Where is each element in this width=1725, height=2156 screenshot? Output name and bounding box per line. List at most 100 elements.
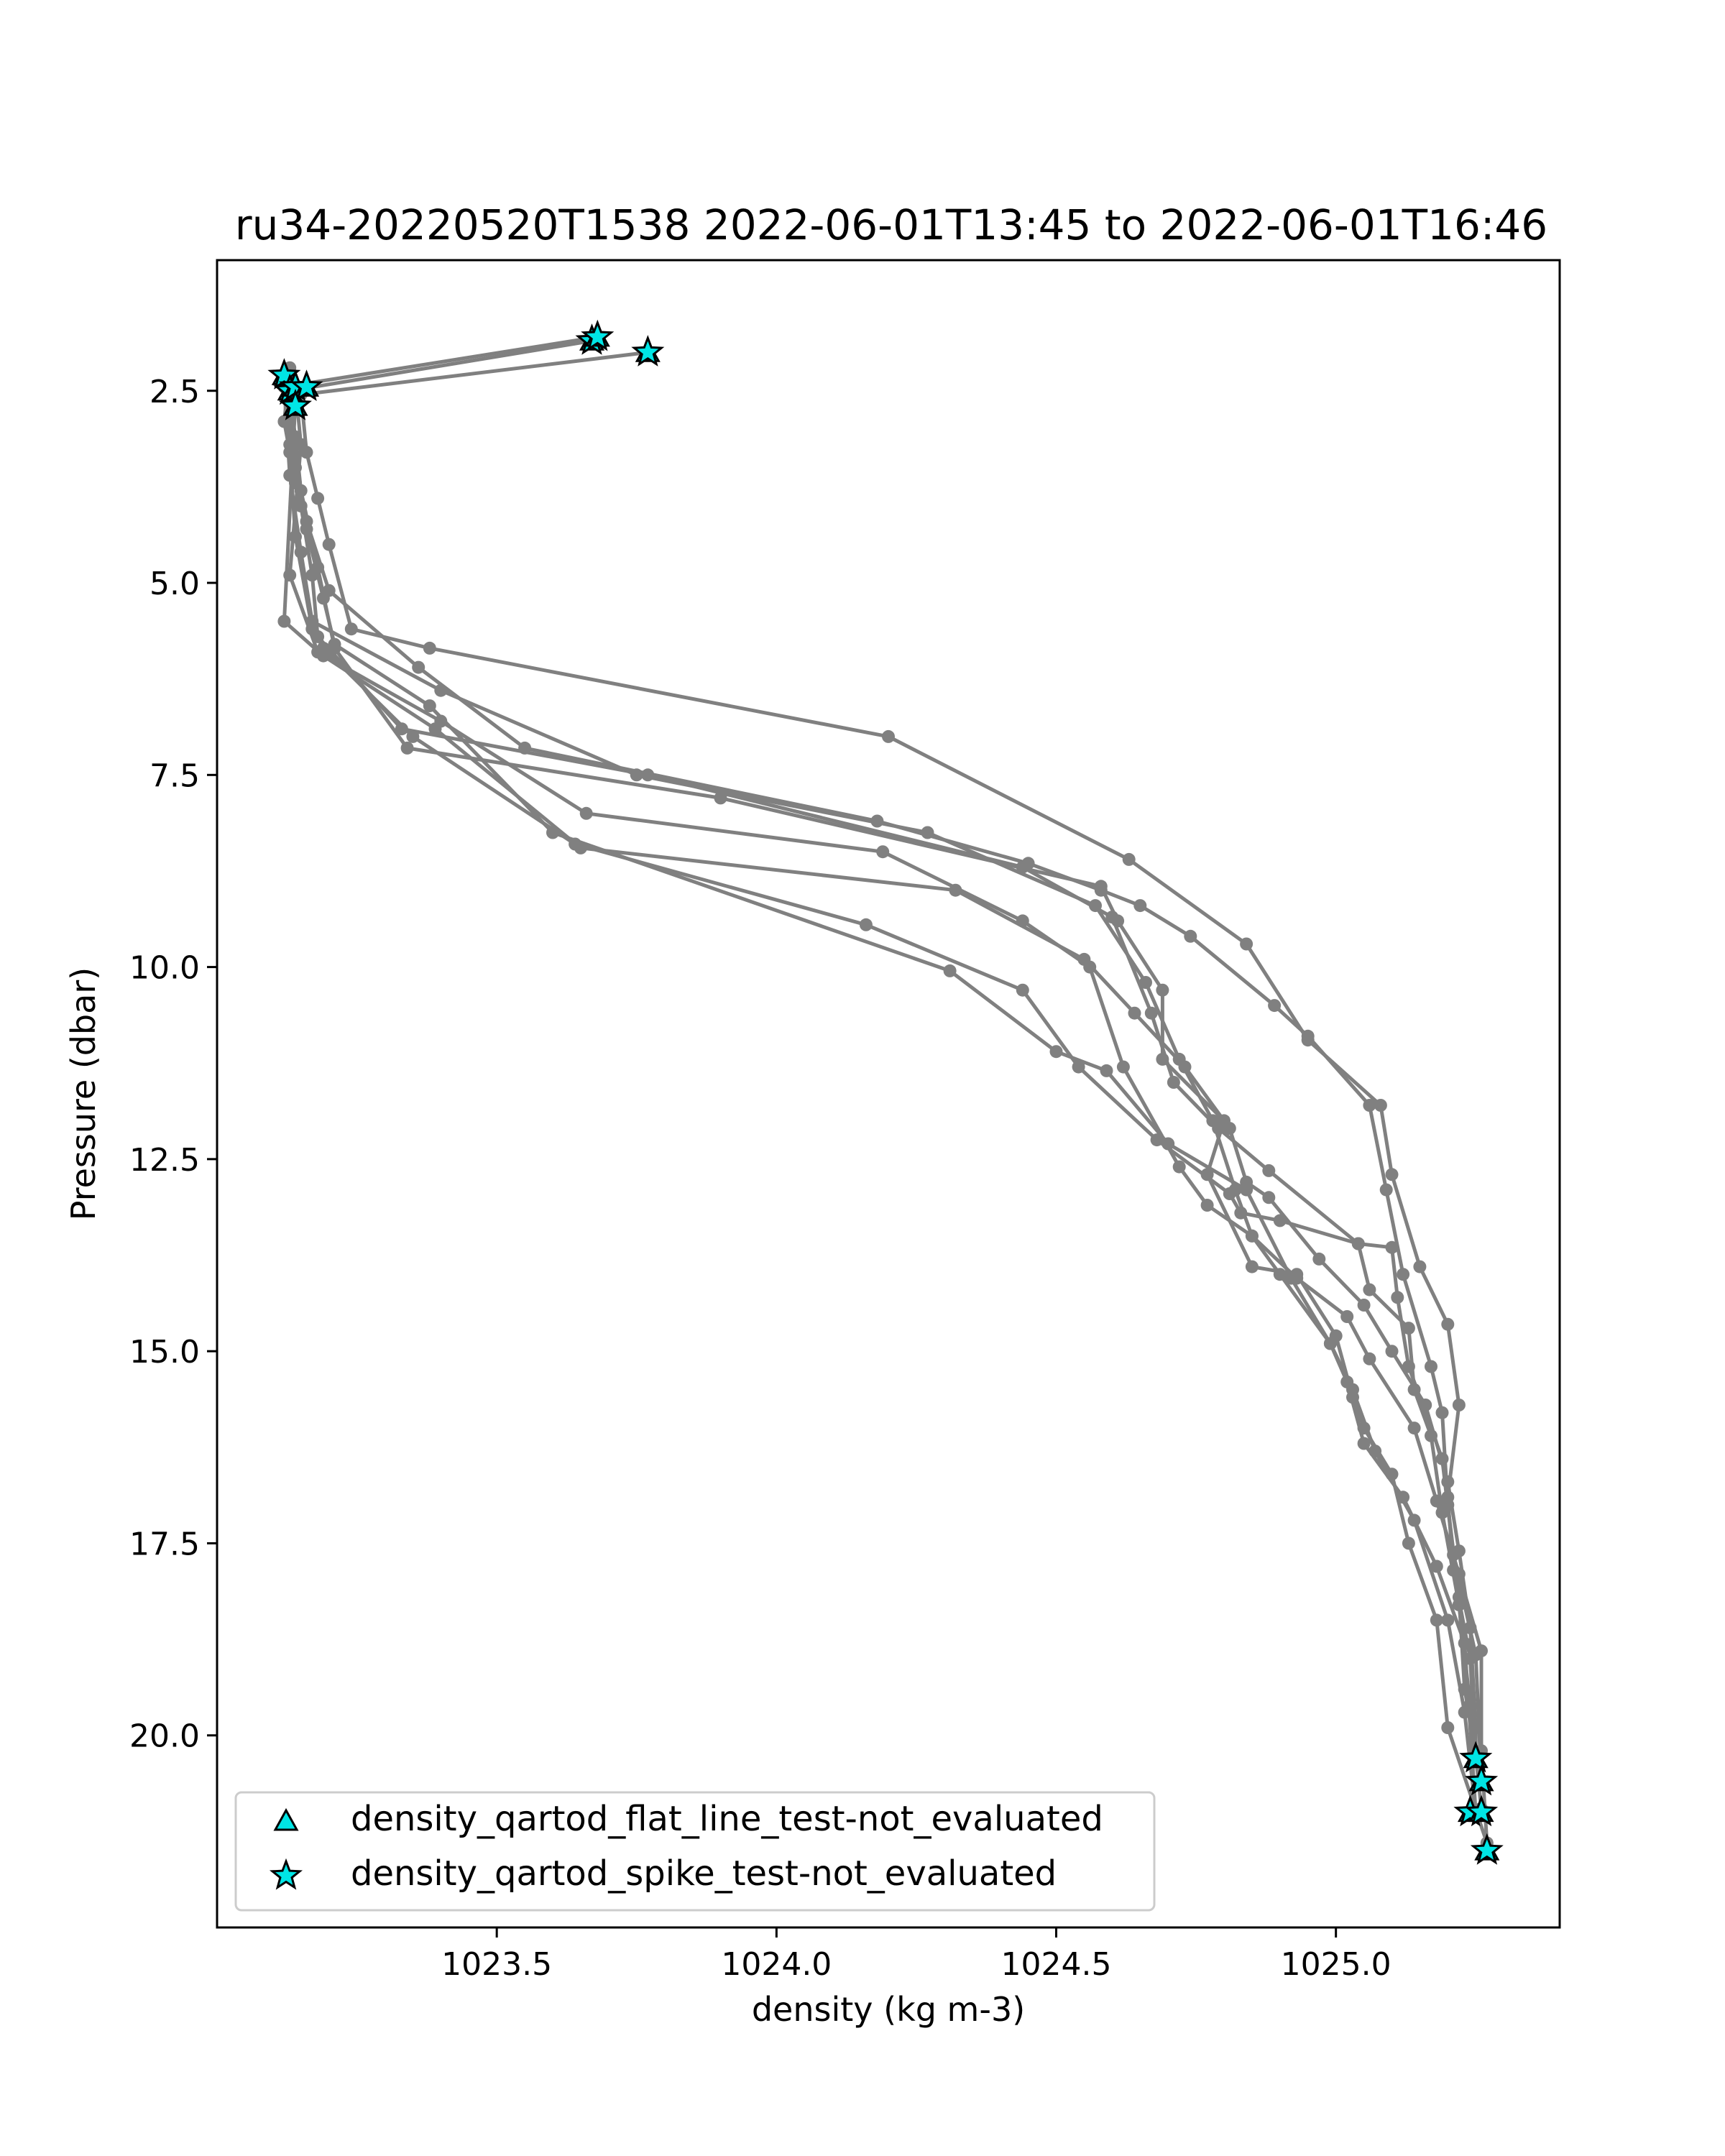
- profile-point: [316, 649, 330, 663]
- profile-point: [1379, 1183, 1393, 1197]
- profile-point: [412, 660, 426, 674]
- profile-point: [859, 918, 873, 931]
- profile-point: [1240, 1175, 1254, 1189]
- profile-point: [1223, 1122, 1236, 1135]
- flagged-markers: [267, 319, 1504, 1865]
- profile-point: [1419, 1399, 1432, 1411]
- profile-point: [1458, 1636, 1471, 1650]
- profile-point: [1156, 1052, 1169, 1066]
- profile-point: [1139, 976, 1152, 989]
- profile-point: [1385, 1345, 1399, 1358]
- profile-point: [921, 826, 934, 839]
- profile-point: [1430, 1613, 1443, 1627]
- profile-point: [311, 492, 325, 505]
- profile-point: [428, 722, 442, 736]
- profile-point: [1133, 899, 1147, 913]
- profile-point: [1172, 1160, 1186, 1174]
- profile-point: [344, 622, 358, 636]
- profile-point: [943, 964, 957, 977]
- plot-frame: [216, 259, 1561, 1929]
- profile-line-5: [288, 398, 1489, 1844]
- spike-marker: [278, 388, 313, 420]
- chart-title: ru34-20220520T1538 2022-06-01T13:45 to 2…: [235, 201, 1547, 249]
- spike-marker: [1464, 1764, 1499, 1796]
- profile-point: [1430, 1560, 1443, 1573]
- profile-point: [1077, 952, 1091, 966]
- legend: density_qartod_flat_line_test-not_evalua…: [234, 1791, 1156, 1912]
- x-axis-label: density (kg m-3): [752, 1990, 1025, 2029]
- profile-point: [423, 641, 436, 655]
- profile-point: [1100, 1064, 1113, 1077]
- profile-point: [1340, 1310, 1354, 1323]
- profile-point: [1441, 1317, 1455, 1331]
- profile-point: [1357, 1299, 1371, 1312]
- profile-point: [1262, 1164, 1276, 1177]
- profile-point: [1340, 1375, 1354, 1388]
- profile-point: [1122, 852, 1136, 866]
- profile-point: [1475, 1644, 1488, 1658]
- y-axis-label: Pressure (dbar): [64, 967, 103, 1220]
- profile-point: [400, 741, 414, 755]
- profile-point: [1374, 1099, 1387, 1112]
- profile-point: [1441, 1721, 1455, 1734]
- profile-point: [1402, 1537, 1415, 1550]
- profile-point: [1156, 983, 1169, 997]
- profile-line-2: [288, 338, 1484, 1782]
- y-axis: 2.5 5.0 7.5 10.0 12.5 15.0 17.5 20.0: [129, 374, 217, 1755]
- profile-point: [1184, 929, 1197, 943]
- profile-point: [1245, 1260, 1259, 1273]
- y-tick-label: 10.0: [129, 950, 200, 987]
- profile-point: [1301, 1029, 1315, 1043]
- profile-point: [294, 438, 308, 451]
- profile-point: [1262, 1191, 1276, 1204]
- profile-point: [1312, 1252, 1326, 1266]
- spike-marker: [1470, 1833, 1504, 1865]
- profile-point: [300, 522, 313, 536]
- profile-point: [1094, 880, 1108, 893]
- profile-point: [1290, 1271, 1304, 1285]
- profile-line-6: [282, 367, 1478, 1812]
- profile-point: [1441, 1475, 1455, 1488]
- y-tick-label: 17.5: [129, 1526, 200, 1562]
- profile-point: [1413, 1260, 1427, 1273]
- profile-line-4: [282, 374, 1484, 1809]
- legend-star-marker: [269, 1858, 303, 1890]
- profile-point: [1072, 1060, 1085, 1074]
- y-tick-label: 12.5: [129, 1142, 200, 1179]
- profile-line-7: [288, 390, 1484, 1782]
- profile-point: [1425, 1360, 1438, 1373]
- profile-point: [1351, 1237, 1365, 1250]
- profile-point: [1116, 1060, 1130, 1074]
- x-tick-label: 1024.0: [721, 1946, 832, 1983]
- profile-point: [1463, 1621, 1477, 1634]
- profile-point: [1385, 1168, 1399, 1181]
- profile-point: [579, 806, 593, 820]
- profile-point: [1016, 983, 1029, 997]
- profile-point: [1150, 1133, 1164, 1147]
- spike-marker: [1464, 1795, 1499, 1827]
- profile-point: [423, 699, 436, 713]
- profile-point: [1385, 1240, 1399, 1254]
- profile-point: [1363, 1099, 1376, 1112]
- spike-marker: [631, 335, 665, 367]
- profile-line-9: [282, 402, 1478, 1759]
- legend-entry-spike: density_qartod_spike_test-not_evaluated: [351, 1853, 1057, 1894]
- profile-point: [1245, 1229, 1259, 1243]
- profile-point: [434, 683, 448, 697]
- profile-point: [1167, 1076, 1180, 1089]
- profile-point: [574, 841, 587, 854]
- y-tick-label: 20.0: [129, 1718, 200, 1755]
- profile-point: [1397, 1491, 1410, 1504]
- profile-point: [1452, 1399, 1466, 1411]
- profile-point: [316, 591, 330, 605]
- y-tick-label: 15.0: [129, 1334, 200, 1370]
- profile-point: [1357, 1437, 1371, 1450]
- profile-line-8: [288, 387, 1489, 1843]
- profile-point: [1178, 1060, 1192, 1074]
- profile-point: [1452, 1544, 1466, 1558]
- profile-point: [1128, 1006, 1141, 1020]
- profile-point: [1144, 1006, 1158, 1020]
- series-layer: [277, 330, 1494, 1850]
- profile-point: [1223, 1187, 1236, 1200]
- y-tick-label: 2.5: [150, 374, 200, 410]
